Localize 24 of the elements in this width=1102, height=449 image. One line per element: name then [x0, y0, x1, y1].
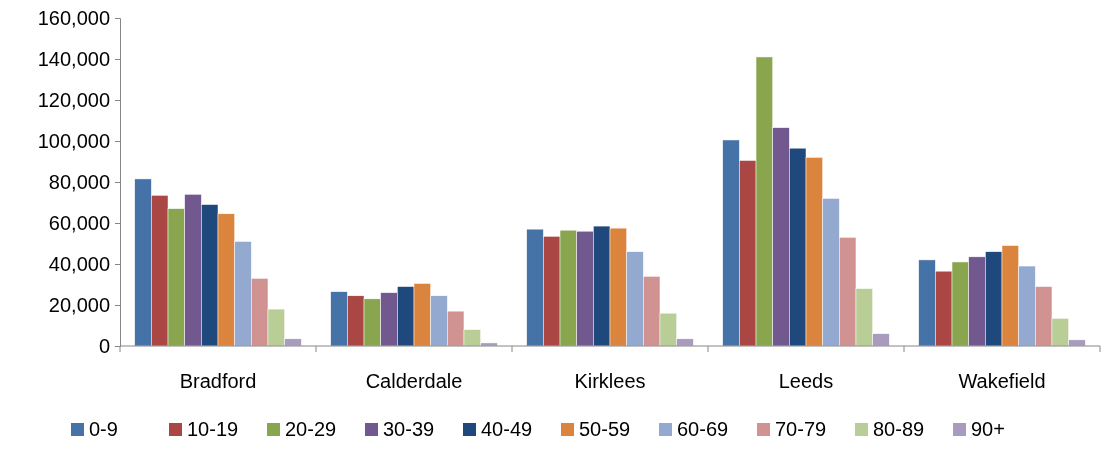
x-tick-label: Calderdale	[365, 370, 463, 392]
legend-label: 50-59	[579, 418, 631, 440]
legend-label: 40-49	[481, 418, 533, 440]
y-tick-label: 60,000	[48, 211, 110, 234]
y-tick-label: 160,000	[37, 6, 110, 29]
y-tick-label: 0	[98, 334, 110, 357]
y-tick-label: 80,000	[48, 170, 110, 193]
y-tick-label: 20,000	[48, 293, 110, 316]
legend-label: 60-69	[677, 418, 729, 440]
y-tick-label: 120,000	[37, 88, 110, 111]
y-tick-label: 100,000	[37, 129, 110, 152]
y-tick-label: 140,000	[37, 47, 110, 70]
x-tick-label: Bradford	[179, 370, 257, 392]
legend-label: 70-79	[775, 418, 827, 440]
x-tick-label: Wakefield	[958, 370, 1046, 392]
legend-label: 0-9	[89, 418, 118, 440]
x-tick-label: Leeds	[778, 370, 834, 392]
legend-label: 90+	[971, 418, 1005, 440]
legend-label: 80-89	[873, 418, 925, 440]
y-tick-label: 40,000	[48, 252, 110, 275]
x-tick-label: Kirklees	[574, 370, 646, 392]
legend-label: 10-19	[187, 418, 239, 440]
legend-label: 20-29	[285, 418, 337, 440]
legend-label: 30-39	[383, 418, 435, 440]
